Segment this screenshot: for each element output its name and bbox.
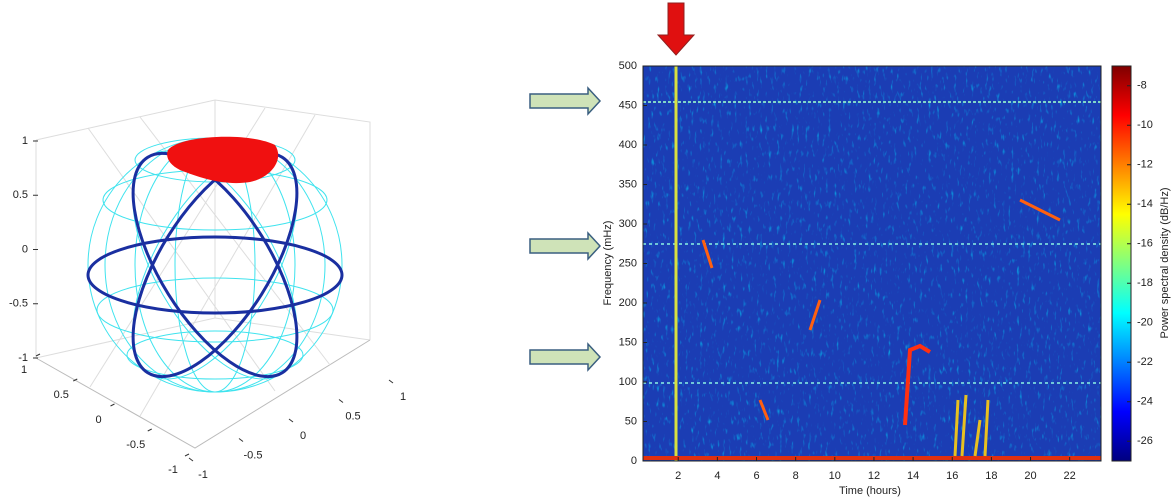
z-tick-label: -0.5 [9,298,28,310]
y-tick [288,418,294,423]
colorbar-tick-label: -20 [1137,317,1153,329]
y-tick-label: 250 [619,257,637,269]
spectrogram-texture [643,66,1101,461]
colorbar [1111,65,1132,462]
y-tick-label: -0.5 [244,449,263,461]
y-tick [338,399,344,403]
y-tick-label: 450 [619,99,637,111]
x-tick-label: 6 [753,470,759,482]
colorbar-tick-label: -16 [1137,238,1153,250]
y-tick [238,438,244,442]
x-tick-label: -0.5 [126,439,145,451]
x-tick-label: -1 [168,464,178,476]
x-tick-label: 0 [95,414,101,426]
x-tick-label: 8 [793,470,799,482]
x-tick-label: 16 [946,470,958,482]
y-tick-label: 200 [619,297,637,309]
y-tick [388,379,394,384]
green-arrows [529,86,602,372]
x-tick-label: 2 [675,470,681,482]
x-axis-label: Time (hours) [839,485,901,497]
x-tick [110,403,115,407]
x-tick-label: 20 [1024,470,1036,482]
y-tick-label: 400 [619,139,637,151]
y-tick-label: 1 [400,391,406,403]
red-arrow [656,2,696,56]
great-circles [86,151,344,379]
red-cluster [167,136,279,184]
colorbar-tick-label: -18 [1137,277,1153,289]
y-tick [188,457,194,462]
x-tick [73,378,78,382]
z-tick-label: 0 [22,243,28,255]
x-tick-label: 0.5 [54,389,69,401]
colorbar-label: Power spectral density (dB/Hz) [1159,188,1171,339]
colorbar-tick-label: -22 [1137,356,1153,368]
x-tick-label: 4 [714,470,720,482]
colorbar-tick-label: -12 [1137,159,1153,171]
colorbar-tick-label: -26 [1137,435,1153,447]
x-tick-label: 10 [829,470,841,482]
colorbar-tick-label: -10 [1137,119,1153,131]
x-tick-label: 18 [985,470,997,482]
z-tick-label: 1 [22,135,28,147]
x-tick [184,453,190,457]
colorbar-tick-label: -14 [1137,198,1153,210]
x-tick [147,428,152,432]
y-tick-label: 300 [619,218,637,230]
x-tick-label: 14 [907,470,919,482]
y-tick-label: 0.5 [345,410,360,422]
x-tick [35,353,41,357]
y-tick-label: 350 [619,178,637,190]
y-tick-label: 150 [619,336,637,348]
y-axis-label: Frequency (mHz) [602,221,614,306]
y-tick-label: 50 [625,415,637,427]
y-tick-label: 0 [631,455,637,467]
x-tick-label: 12 [868,470,880,482]
z-tick-label: -1 [18,352,28,364]
spectral-lines [643,66,1101,461]
colorbar-tick-label: -24 [1137,396,1153,408]
y-tick-label: -1 [198,469,208,481]
x-tick-label: 22 [1064,470,1076,482]
y-tick-label: 500 [619,60,637,72]
y-tick-label: 100 [619,376,637,388]
colorbar-tick-label: -8 [1137,80,1147,92]
y-tick-label: 0 [300,430,306,442]
x-tick-label: 1 [21,364,27,376]
z-tick-label: 0.5 [13,189,28,201]
